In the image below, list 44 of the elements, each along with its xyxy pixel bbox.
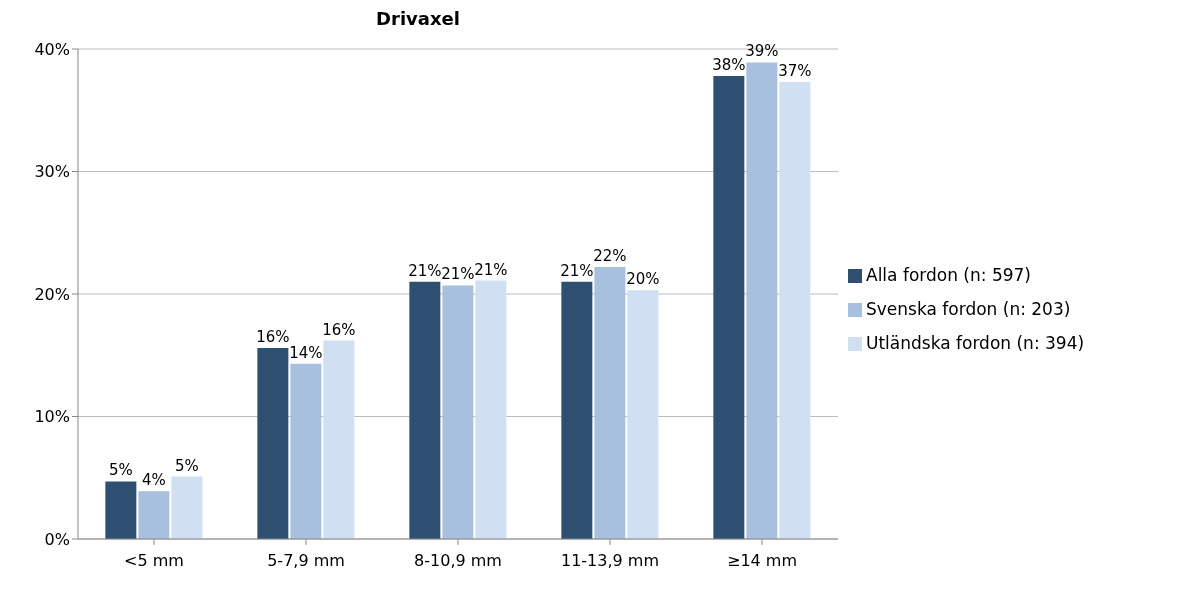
bar	[409, 281, 441, 539]
x-tick-label: 8-10,9 mm	[414, 551, 502, 571]
data-label: 20%	[626, 270, 660, 289]
data-label: 21%	[474, 260, 508, 279]
data-label: 22%	[593, 247, 627, 266]
y-tick-label: 0%	[44, 529, 70, 549]
bar	[779, 82, 811, 539]
bar	[713, 75, 745, 539]
y-tick-label: 30%	[34, 162, 70, 182]
bar	[138, 491, 170, 539]
bar	[594, 267, 626, 539]
legend-label: Utländska fordon (n: 394)	[866, 333, 1085, 353]
legend-label: Svenska fordon (n: 203)	[866, 299, 1071, 319]
data-label: 14%	[289, 343, 323, 362]
data-label: 37%	[778, 62, 812, 81]
data-label: 16%	[256, 327, 290, 346]
data-label: 21%	[560, 261, 594, 280]
x-tick-label: <5 mm	[124, 551, 184, 571]
data-label: 5%	[108, 461, 133, 480]
bar	[290, 363, 322, 539]
x-tick-label: 5-7,9 mm	[267, 551, 345, 571]
y-tick-label: 10%	[34, 407, 70, 427]
bar	[746, 62, 778, 539]
bar	[627, 290, 659, 539]
data-label: 16%	[322, 320, 356, 339]
x-tick-label: ≥14 mm	[726, 551, 798, 571]
chart-title: Drivaxel	[375, 8, 461, 29]
bar	[105, 481, 137, 539]
bar	[561, 281, 593, 539]
y-tick-label: 20%	[34, 284, 70, 304]
data-label: 5%	[174, 456, 199, 475]
y-tick-label: 40%	[34, 39, 70, 59]
data-label: 38%	[712, 55, 746, 74]
bar	[257, 347, 289, 539]
bar	[323, 340, 355, 539]
data-label: 4%	[141, 471, 166, 490]
bar	[171, 476, 203, 539]
data-label: 21%	[408, 261, 442, 280]
data-label: 39%	[745, 42, 779, 61]
x-tick-label: 11-13,9 mm	[560, 551, 660, 571]
data-label: 21%	[441, 265, 475, 284]
bar	[475, 280, 507, 539]
bar	[442, 285, 474, 539]
legend-label: Alla fordon (n: 597)	[866, 265, 1031, 285]
